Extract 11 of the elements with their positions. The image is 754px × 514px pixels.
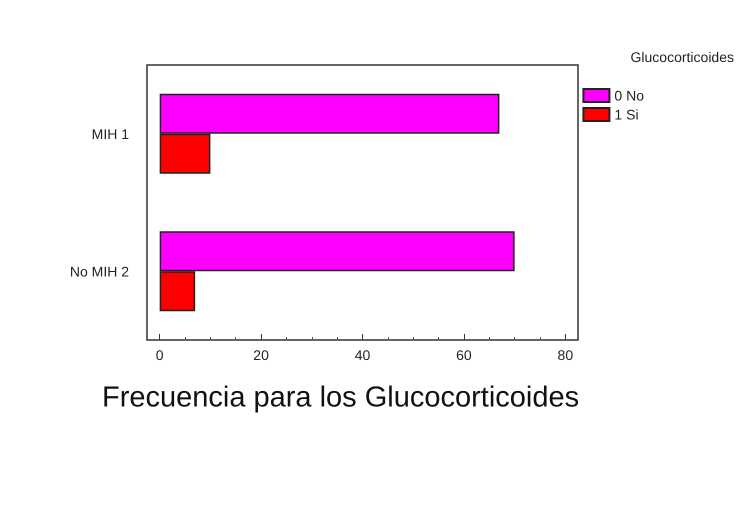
x-tick-label: 20 <box>253 347 270 363</box>
y-tick-label: No MIH 2 <box>70 263 130 280</box>
x-tick-label: 60 <box>456 347 472 363</box>
x-tick-label: 80 <box>558 347 574 363</box>
x-tick-label: 40 <box>354 347 370 363</box>
x-tick-label: 0 <box>156 347 164 363</box>
legend-label: 0 No <box>614 88 644 104</box>
y-tick-label: MIH 1 <box>92 126 130 142</box>
legend-title: Glucocorticoides <box>630 49 734 65</box>
text: Frecuencia para los Glucocorticoides <box>102 382 580 414</box>
legend-label: 1 Si <box>614 106 639 122</box>
